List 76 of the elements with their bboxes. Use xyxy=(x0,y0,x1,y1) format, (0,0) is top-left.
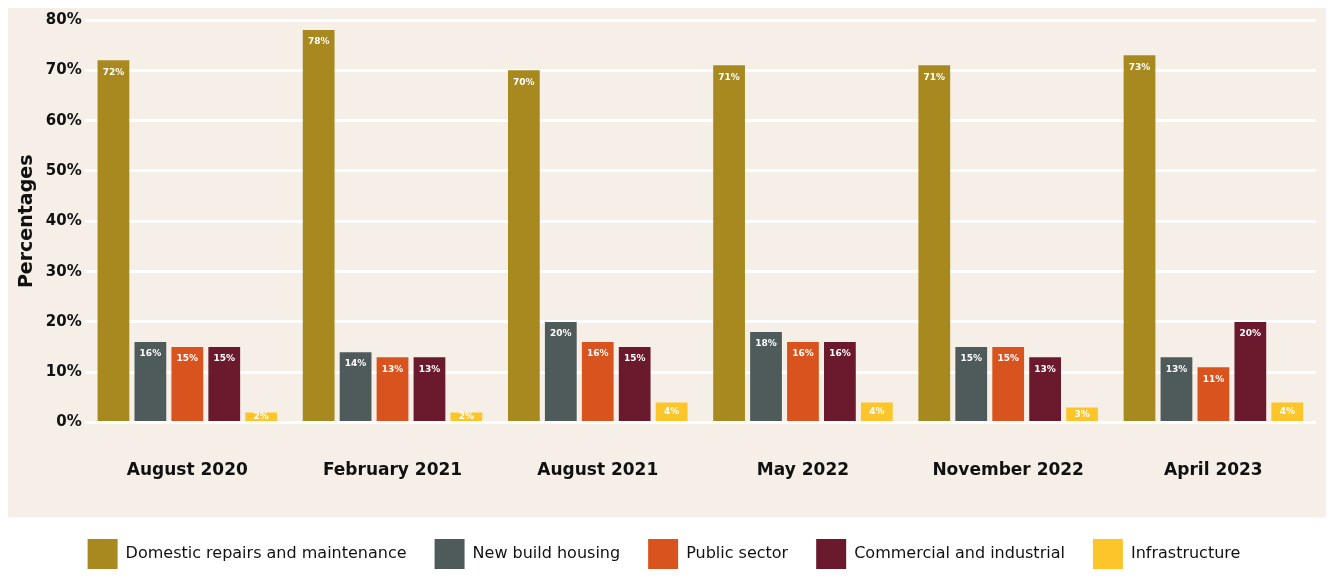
data-label: 15% xyxy=(623,353,646,364)
y-tick-label: 70% xyxy=(45,60,82,79)
data-label: 3% xyxy=(1074,408,1090,419)
bar xyxy=(618,347,651,422)
data-label: 14% xyxy=(344,358,367,369)
legend-label: Domestic repairs and maintenance xyxy=(125,543,407,563)
bar xyxy=(413,357,446,422)
bar xyxy=(171,347,204,422)
bar xyxy=(750,332,782,422)
x-tick-label: November 2022 xyxy=(932,459,1084,480)
data-label: 20% xyxy=(1239,328,1262,339)
y-tick-label: 40% xyxy=(45,211,82,230)
data-label: 15% xyxy=(997,353,1019,364)
y-tick-label: 0% xyxy=(56,412,82,431)
bar xyxy=(1123,55,1156,422)
bar xyxy=(376,357,409,422)
data-label: 2% xyxy=(253,411,269,422)
bar xyxy=(955,347,988,422)
bar xyxy=(97,60,130,422)
y-tick-label: 10% xyxy=(45,362,82,381)
data-label: 16% xyxy=(586,348,609,359)
data-label: 16% xyxy=(139,348,162,359)
bar xyxy=(787,342,819,422)
bar xyxy=(824,342,856,422)
bar xyxy=(1271,402,1304,422)
bar xyxy=(713,65,745,422)
data-label: 16% xyxy=(792,348,814,359)
bar xyxy=(1197,367,1230,422)
data-label: 4% xyxy=(1279,406,1295,417)
x-tick-label: February 2021 xyxy=(322,459,463,480)
bar xyxy=(992,347,1025,422)
data-label: 13% xyxy=(418,363,441,374)
bar xyxy=(918,65,951,422)
x-tick-label: August 2020 xyxy=(126,459,248,480)
data-label: 13% xyxy=(381,363,404,374)
data-label: 18% xyxy=(755,338,777,349)
y-tick-label: 50% xyxy=(45,160,82,179)
y-tick-label: 80% xyxy=(45,9,82,28)
y-tick-label: 20% xyxy=(45,311,82,330)
data-label: 72% xyxy=(102,66,125,77)
data-label: 78% xyxy=(307,36,330,47)
bar xyxy=(1160,357,1193,422)
data-label: 15% xyxy=(213,353,236,364)
data-label: 15% xyxy=(960,353,983,364)
bar xyxy=(208,347,241,422)
data-label: 70% xyxy=(513,76,535,87)
legend-label: Infrastructure xyxy=(1130,543,1241,563)
data-label: 15% xyxy=(176,353,199,364)
bar xyxy=(339,352,372,422)
data-label: 11% xyxy=(1202,373,1225,384)
y-tick-label: 30% xyxy=(45,261,82,280)
bar xyxy=(1029,357,1061,422)
data-label: 71% xyxy=(718,71,740,82)
x-tick-label: August 2021 xyxy=(537,459,659,480)
legend-label: Commercial and industrial xyxy=(854,543,1065,563)
data-label: 13% xyxy=(1034,363,1056,374)
bar xyxy=(581,342,614,422)
x-tick-label: April 2023 xyxy=(1164,459,1263,480)
bar xyxy=(544,321,577,422)
bar xyxy=(134,342,167,422)
data-label: 71% xyxy=(923,71,946,82)
bar xyxy=(1234,321,1267,422)
data-label: 73% xyxy=(1128,61,1151,72)
y-axis-title: Percentages xyxy=(14,154,37,289)
legend-label: Public sector xyxy=(686,543,789,563)
data-label: 4% xyxy=(663,406,680,417)
data-label: 16% xyxy=(829,348,851,359)
data-label: 13% xyxy=(1165,363,1188,374)
data-label: 4% xyxy=(869,406,885,417)
y-tick-label: 60% xyxy=(45,110,82,129)
data-label: 2% xyxy=(458,411,475,422)
bar xyxy=(302,30,335,422)
legend-label: New build housing xyxy=(472,543,621,563)
bar xyxy=(507,70,540,422)
data-label: 20% xyxy=(550,328,572,339)
x-tick-label: May 2022 xyxy=(756,459,850,480)
